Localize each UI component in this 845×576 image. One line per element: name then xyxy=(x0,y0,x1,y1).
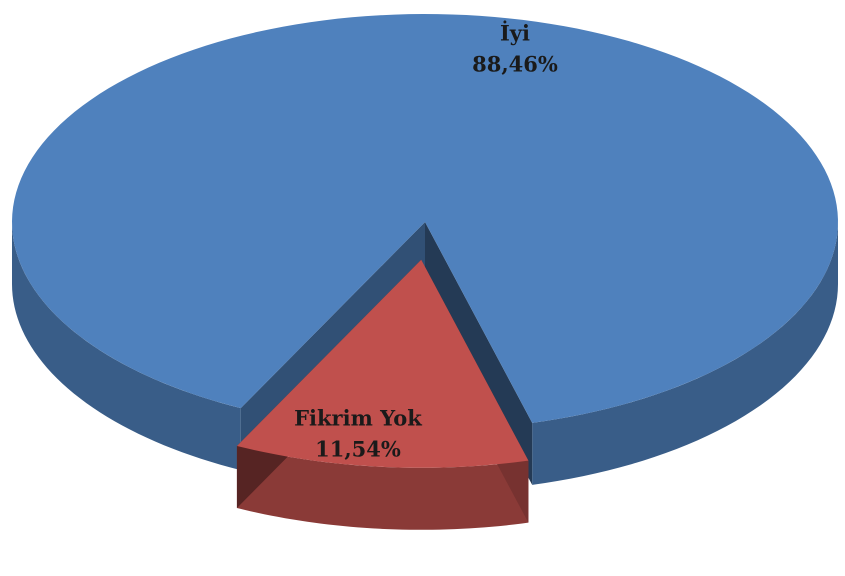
slice-side xyxy=(236,445,529,530)
slice-top xyxy=(236,259,529,468)
pie-slice xyxy=(236,259,529,530)
slice-top xyxy=(12,14,838,423)
slice-side xyxy=(532,222,838,485)
pie-slice xyxy=(12,14,838,485)
slice-side xyxy=(12,222,241,471)
slice-value-label: 88,46% xyxy=(472,52,558,77)
slice-label: Fikrim Yok xyxy=(294,406,422,431)
slice-value-label: 11,54% xyxy=(315,437,401,462)
slice-label: İyi xyxy=(500,21,530,46)
